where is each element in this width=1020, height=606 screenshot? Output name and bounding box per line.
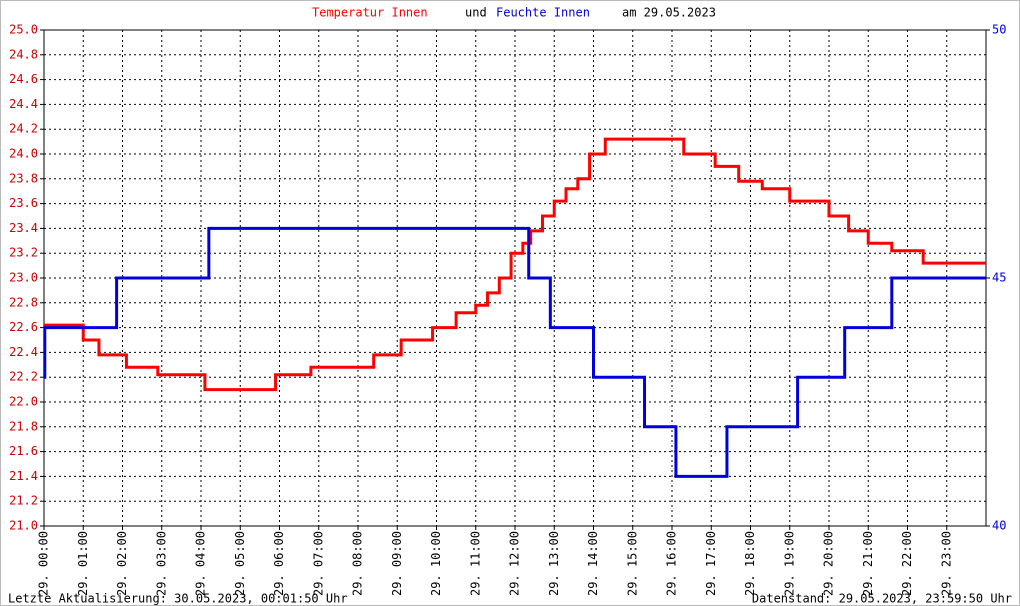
x-tick-label: 29. 12:00	[508, 531, 522, 596]
x-tick-label: 29. 20:00	[822, 531, 836, 596]
x-tick-label: 29. 00:00	[37, 531, 51, 596]
x-tick-label: 29. 10:00	[429, 531, 443, 596]
y-tick-label: 21.2	[9, 494, 38, 508]
x-tick-label: 29. 17:00	[704, 531, 718, 596]
y-tick-label: 21.6	[9, 444, 38, 458]
series-line	[44, 137, 986, 392]
y-tick-label: 22.6	[9, 320, 38, 334]
x-tick-label: 29. 02:00	[115, 531, 129, 596]
x-tick-label: 29. 21:00	[861, 531, 875, 596]
y-tick-label: 23.6	[9, 196, 38, 210]
x-tick-label: 29. 18:00	[743, 531, 757, 596]
x-tick-label: 29. 04:00	[194, 531, 208, 596]
footer-right: Datenstand: 29.05.2023, 23:59:50 Uhr	[752, 592, 1012, 606]
x-tick-label: 29. 01:00	[76, 531, 90, 596]
footer-left: Letzte Aktualisierung: 30.05.2023, 00:01…	[8, 592, 348, 606]
title-part: Feuchte Innen	[496, 6, 590, 20]
y-tick-label: 23.8	[9, 171, 38, 185]
y-tick-label: 24.0	[9, 147, 38, 161]
y2-tick-label: 45	[992, 271, 1006, 285]
y-tick-label: 22.0	[9, 395, 38, 409]
y-tick-label: 21.8	[9, 419, 38, 433]
series-line	[43, 226, 986, 478]
x-tick-label: 29. 06:00	[272, 531, 286, 596]
x-tick-label: 29. 23:00	[939, 531, 953, 596]
y-tick-label: 21.4	[9, 469, 38, 483]
x-tick-label: 29. 14:00	[586, 531, 600, 596]
y2-tick-label: 50	[992, 23, 1006, 37]
x-tick-label: 29. 16:00	[665, 531, 679, 596]
y-tick-label: 22.8	[9, 295, 38, 309]
x-tick-label: 29. 19:00	[782, 531, 796, 596]
x-tick-label: 29. 08:00	[351, 531, 365, 596]
title-part: Temperatur Innen	[312, 6, 428, 20]
y-tick-label: 22.2	[9, 370, 38, 384]
title-part: am 29.05.2023	[622, 6, 716, 20]
x-tick-label: 29. 09:00	[390, 531, 404, 596]
x-tick-label: 29. 03:00	[154, 531, 168, 596]
y-tick-label: 24.2	[9, 122, 38, 136]
y-tick-label: 23.4	[9, 221, 38, 235]
x-tick-label: 29. 15:00	[625, 531, 639, 596]
x-tick-label: 29. 13:00	[547, 531, 561, 596]
y-tick-label: 24.4	[9, 97, 38, 111]
y-tick-label: 25.0	[9, 23, 38, 37]
y-tick-label: 21.0	[9, 519, 38, 533]
y-tick-label: 24.6	[9, 72, 38, 86]
title-part: und	[465, 6, 487, 20]
x-tick-label: 29. 05:00	[233, 531, 247, 596]
x-tick-label: 29. 07:00	[311, 531, 325, 596]
y-tick-label: 23.2	[9, 246, 38, 260]
y-tick-label: 23.0	[9, 271, 38, 285]
x-tick-label: 29. 22:00	[900, 531, 914, 596]
y2-tick-label: 40	[992, 519, 1006, 533]
y-tick-label: 24.8	[9, 47, 38, 61]
x-tick-label: 29. 11:00	[468, 531, 482, 596]
y-tick-label: 22.4	[9, 345, 38, 359]
